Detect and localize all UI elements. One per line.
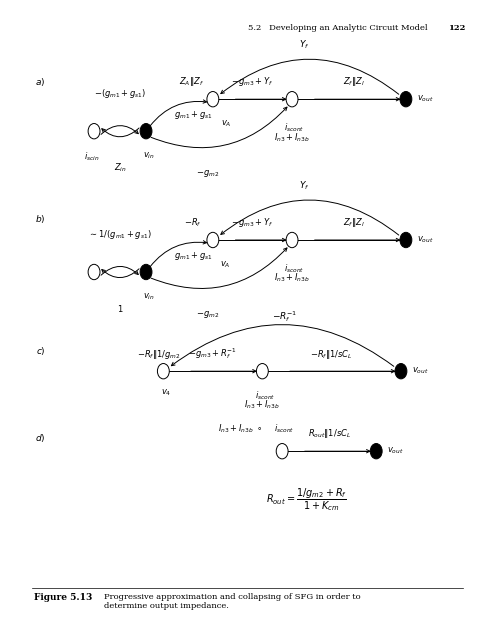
- Text: $R_{out} = \dfrac{1/g_{m2}+R_f}{1+K_{cm}}$: $R_{out} = \dfrac{1/g_{m2}+R_f}{1+K_{cm}…: [266, 486, 347, 513]
- Text: Progressive approximation and collapsing of SFG in order to
determine output imp: Progressive approximation and collapsing…: [104, 593, 360, 610]
- Text: $v_A$: $v_A$: [221, 118, 232, 129]
- Text: $v_{out}$: $v_{out}$: [387, 446, 404, 456]
- Text: $-g_{m3}+Y_f$: $-g_{m3}+Y_f$: [231, 216, 274, 229]
- Text: $g_{m1}+g_{s1}$: $g_{m1}+g_{s1}$: [174, 250, 213, 262]
- Circle shape: [140, 124, 152, 139]
- Circle shape: [370, 444, 382, 459]
- Text: $i_{scont}$: $i_{scont}$: [254, 389, 275, 402]
- Circle shape: [88, 264, 100, 280]
- Text: $-g_{m3}+Y_f$: $-g_{m3}+Y_f$: [231, 76, 274, 88]
- Text: 5.2   Developing an Analytic Circuit Model: 5.2 Developing an Analytic Circuit Model: [248, 24, 427, 32]
- Text: $-(g_{m1}+g_{s1})$: $-(g_{m1}+g_{s1})$: [94, 88, 146, 100]
- Text: $v_{in}$: $v_{in}$: [143, 291, 154, 301]
- Text: $i_{scin}$: $i_{scin}$: [84, 150, 99, 163]
- Circle shape: [140, 264, 152, 280]
- Circle shape: [286, 92, 298, 107]
- Text: $v_{out}$: $v_{out}$: [412, 366, 429, 376]
- Text: $b)$: $b)$: [35, 213, 46, 225]
- Text: Figure 5.13: Figure 5.13: [34, 593, 92, 602]
- Text: $-g_{m2}$: $-g_{m2}$: [197, 168, 219, 179]
- Text: $I_{n3}+I_{n3b}$: $I_{n3}+I_{n3b}$: [274, 272, 310, 285]
- Text: $v_{in}$: $v_{in}$: [143, 150, 154, 161]
- Circle shape: [157, 364, 169, 379]
- Text: $a)$: $a)$: [36, 76, 46, 88]
- Text: $v_{out}$: $v_{out}$: [417, 235, 434, 245]
- Text: $-g_{m2}$: $-g_{m2}$: [197, 309, 219, 320]
- Text: $c)$: $c)$: [36, 345, 46, 356]
- Circle shape: [400, 92, 412, 107]
- Text: $-R_f \| 1/g_{m2}$: $-R_f \| 1/g_{m2}$: [137, 348, 180, 361]
- Text: $-R_f$: $-R_f$: [184, 216, 202, 229]
- Text: $\sim 1/(g_{m1}+g_{s1})$: $\sim 1/(g_{m1}+g_{s1})$: [88, 228, 152, 241]
- Text: $Y_f$: $Y_f$: [299, 179, 310, 192]
- Circle shape: [276, 444, 288, 459]
- Text: $v_A$: $v_A$: [220, 259, 231, 269]
- Circle shape: [286, 232, 298, 248]
- Circle shape: [207, 92, 219, 107]
- Text: $i_{scont}$: $i_{scont}$: [274, 422, 295, 435]
- Text: $d)$: $d)$: [35, 433, 46, 444]
- Text: $-R_f^{-1}$: $-R_f^{-1}$: [272, 309, 297, 324]
- Text: $Y_f$: $Y_f$: [299, 38, 310, 51]
- Text: $-R_f \| 1/sC_L$: $-R_f \| 1/sC_L$: [310, 348, 353, 361]
- Circle shape: [207, 232, 219, 248]
- Circle shape: [400, 232, 412, 248]
- Text: $1$: $1$: [117, 303, 123, 314]
- Text: $i_{scont}$: $i_{scont}$: [284, 262, 305, 275]
- Text: $v_4$: $v_4$: [161, 387, 171, 397]
- Text: $I_{n3}+I_{n3b}\ \circ$: $I_{n3}+I_{n3b}\ \circ$: [218, 422, 262, 435]
- Text: $Z_f \| Z_l$: $Z_f \| Z_l$: [343, 76, 365, 88]
- Text: $Z_{in}$: $Z_{in}$: [113, 162, 127, 175]
- Circle shape: [88, 124, 100, 139]
- Circle shape: [256, 364, 268, 379]
- Text: $-g_{m3}+R_f^{-1}$: $-g_{m3}+R_f^{-1}$: [189, 346, 237, 361]
- Text: $R_{out}\| 1/sC_L$: $R_{out}\| 1/sC_L$: [307, 427, 351, 440]
- Text: $I_{n3}+I_{n3b}$: $I_{n3}+I_{n3b}$: [274, 131, 310, 144]
- Text: $g_{m1}+g_{s1}$: $g_{m1}+g_{s1}$: [174, 109, 213, 121]
- Text: 122: 122: [448, 24, 465, 32]
- Text: $Z_f \| Z_l$: $Z_f \| Z_l$: [343, 216, 365, 229]
- Text: $v_{out}$: $v_{out}$: [417, 94, 434, 104]
- Circle shape: [395, 364, 407, 379]
- Text: $i_{scont}$: $i_{scont}$: [284, 122, 305, 134]
- Text: $I_{n3}+I_{n3b}$: $I_{n3}+I_{n3b}$: [245, 398, 280, 411]
- Text: $Z_A \| Z_f$: $Z_A \| Z_f$: [179, 76, 204, 88]
